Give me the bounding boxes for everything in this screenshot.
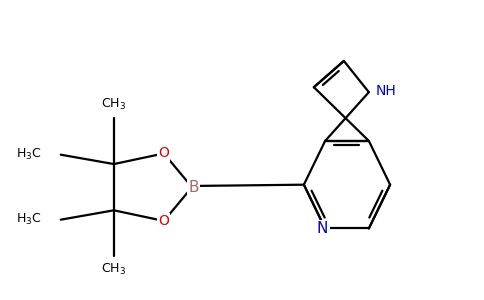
Text: NH: NH	[376, 84, 397, 98]
Text: CH$_3$: CH$_3$	[101, 262, 126, 277]
Text: H$_3$C: H$_3$C	[16, 212, 42, 227]
Text: O: O	[158, 214, 169, 228]
Text: H$_3$C: H$_3$C	[16, 147, 42, 162]
Text: B: B	[188, 180, 198, 195]
Text: N: N	[317, 221, 328, 236]
Text: O: O	[158, 146, 169, 161]
Text: CH$_3$: CH$_3$	[101, 97, 126, 112]
